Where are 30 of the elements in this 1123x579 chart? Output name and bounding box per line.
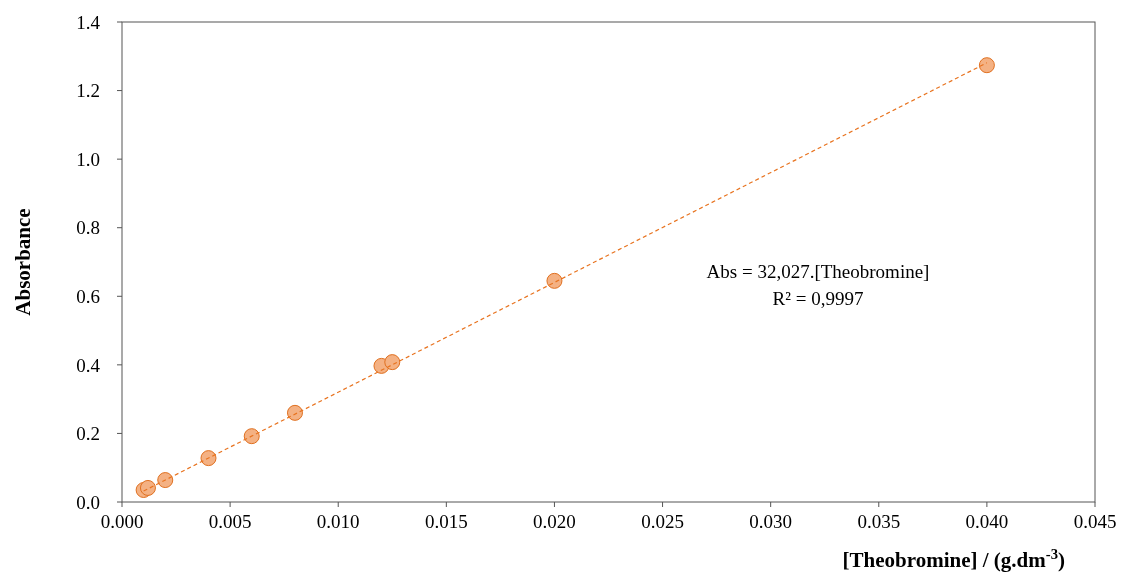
y-tick-label: 0.6 bbox=[76, 285, 100, 307]
x-tick-label: 0.010 bbox=[316, 511, 360, 532]
y-axis-title: Absorbance bbox=[11, 208, 35, 316]
point bbox=[139, 479, 156, 496]
x-axis-title: [Theobromine] / (g.dm$^{-3}$) bbox=[842, 546, 1065, 572]
point bbox=[546, 272, 563, 289]
x-tick-label: 0.030 bbox=[749, 511, 793, 532]
y-tick-label: 0.8 bbox=[76, 217, 100, 239]
x-tick-label: 0.015 bbox=[424, 511, 468, 532]
point bbox=[384, 354, 401, 371]
y-tick-label: 0.2 bbox=[76, 423, 100, 445]
x-tick-label: 0.005 bbox=[208, 511, 252, 532]
y-tick-label: 0.4 bbox=[76, 354, 101, 376]
y-tick-label: 1.2 bbox=[76, 80, 100, 102]
x-tick-label: 0.000 bbox=[100, 511, 144, 532]
point bbox=[286, 404, 303, 421]
annotation: R² = 0,9997 bbox=[772, 288, 864, 309]
point bbox=[978, 57, 995, 74]
y-tick-label: 1.0 bbox=[76, 148, 100, 170]
point bbox=[157, 472, 174, 489]
x-tick-label: 0.020 bbox=[533, 511, 576, 532]
point bbox=[200, 450, 217, 467]
x-tick-label: 0.040 bbox=[965, 511, 1009, 532]
y-tick-label: 0.0 bbox=[76, 491, 100, 513]
point bbox=[243, 428, 260, 445]
x-tick-label: 0.025 bbox=[641, 511, 684, 532]
x-tick-label: 0.045 bbox=[1073, 511, 1117, 532]
annotation: Abs = 32,027.[Theobromine] bbox=[706, 261, 930, 282]
y-tick-label: 1.4 bbox=[76, 11, 101, 33]
x-tick-label: 0.035 bbox=[857, 511, 901, 532]
